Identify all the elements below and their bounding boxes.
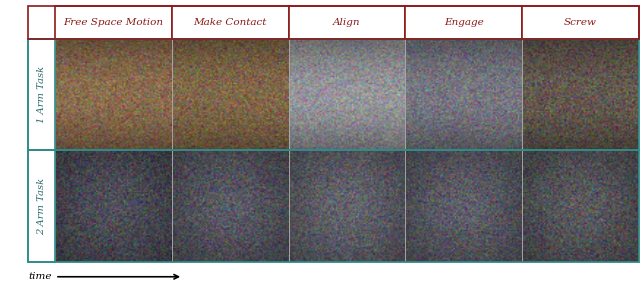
Text: Engage: Engage [444, 18, 483, 27]
Text: Align: Align [333, 18, 360, 27]
Text: time: time [28, 272, 52, 281]
Text: Free Space Motion: Free Space Motion [63, 18, 163, 27]
Text: 1 Arm Task: 1 Arm Task [37, 66, 46, 123]
Text: 2 Arm Task: 2 Arm Task [37, 178, 46, 235]
Text: Screw: Screw [564, 18, 596, 27]
Text: Make Contact: Make Contact [193, 18, 267, 27]
